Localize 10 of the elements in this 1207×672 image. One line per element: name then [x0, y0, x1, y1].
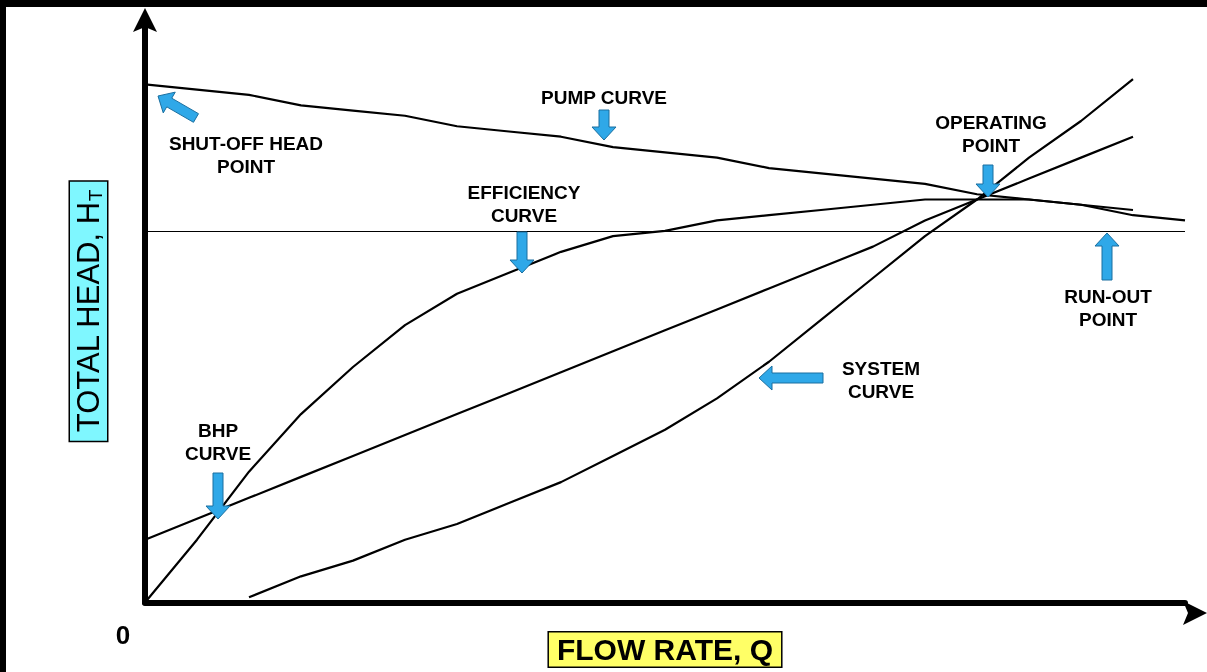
annotation: EFFICIENCY CURVE [467, 182, 581, 226]
annotation: SHUT-OFF HEAD POINT [168, 133, 324, 177]
annotation: RUN-OUT POINT [1064, 286, 1153, 330]
annotation: SYSTEM CURVE [841, 358, 921, 402]
annotation: PUMP CURVE [541, 86, 667, 108]
y-axis-title: TOTAL HEAD, HT [71, 189, 106, 433]
text: 0 [115, 620, 131, 650]
x-axis-title: FLOW RATE, Q [556, 633, 774, 666]
annotation: BHP CURVE [184, 420, 252, 464]
annotation: OPERATING POINT [935, 112, 1047, 156]
